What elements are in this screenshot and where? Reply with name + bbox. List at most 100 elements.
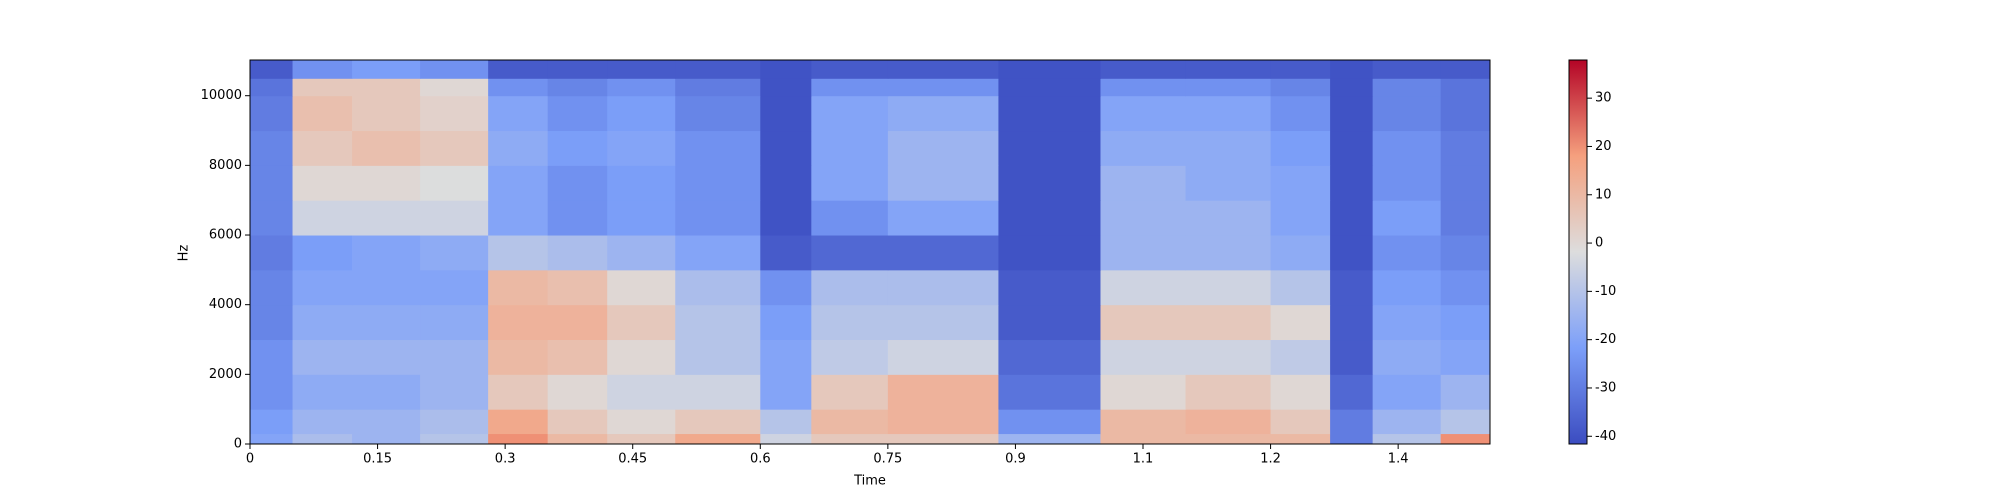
heatmap-cell <box>1440 95 1491 132</box>
heatmap-cell <box>547 165 608 201</box>
y-tick-label: 0 <box>234 437 242 452</box>
heatmap-cell <box>420 339 489 375</box>
heatmap-cell <box>488 409 549 435</box>
heatmap-cell <box>1440 409 1491 435</box>
heatmap-cell <box>488 200 549 236</box>
heatmap-cell <box>1440 269 1491 306</box>
heatmap-cell <box>998 339 1101 375</box>
heatmap-cell <box>1270 235 1331 271</box>
heatmap-cell <box>250 374 294 410</box>
heatmap-cell <box>1270 374 1331 410</box>
heatmap-cell <box>675 95 761 132</box>
heatmap-cell <box>1330 200 1374 236</box>
heatmap-cell <box>760 130 812 166</box>
y-tick-label: 6000 <box>209 228 242 243</box>
heatmap-cell <box>420 165 489 201</box>
heatmap-cell <box>547 433 608 445</box>
heatmap-cell <box>488 60 549 79</box>
heatmap-cell <box>250 130 294 166</box>
heatmap-cell <box>607 130 676 166</box>
heatmap-cell <box>488 339 549 375</box>
heatmap-cell <box>998 374 1101 410</box>
heatmap-cell <box>607 165 676 201</box>
x-tick-label: 0.45 <box>618 452 647 467</box>
heatmap-cell <box>1440 433 1491 445</box>
heatmap-cell <box>1270 409 1331 435</box>
heatmap-cell <box>292 130 353 166</box>
heatmap-cell <box>547 235 608 271</box>
heatmap-cell <box>760 409 812 435</box>
plot-frame <box>249 59 1491 445</box>
heatmap-cell <box>547 374 608 410</box>
heatmap-cell <box>998 165 1101 201</box>
heatmap-cell <box>760 235 812 271</box>
heatmap-cell <box>250 60 294 79</box>
heatmap-cell <box>760 78 812 97</box>
heatmap-cell <box>547 200 608 236</box>
colorbar-tick-label: 30 <box>1595 91 1612 106</box>
heatmap-cell <box>811 95 889 132</box>
heatmap-cell <box>352 339 421 375</box>
heatmap-cell <box>1330 130 1374 166</box>
heatmap-cell <box>607 95 676 132</box>
heatmap-cell <box>488 165 549 201</box>
heatmap-cell <box>292 433 353 445</box>
heatmap-cell <box>420 130 489 166</box>
heatmap-cell <box>675 339 761 375</box>
heatmap-cell <box>607 409 676 435</box>
colorbar <box>1568 59 1588 445</box>
heatmap-cell <box>292 269 353 306</box>
heatmap-cell <box>998 60 1101 79</box>
heatmap-cell <box>1270 269 1331 306</box>
heatmap-cell <box>1100 339 1187 375</box>
heatmap-cell <box>1440 235 1491 271</box>
heatmap-cell <box>1330 433 1374 445</box>
heatmap-cell <box>420 95 489 132</box>
heatmap-cell <box>887 130 999 166</box>
heatmap-cell <box>1100 165 1187 201</box>
heatmap-cell <box>1440 200 1491 236</box>
heatmap-cell <box>760 60 812 79</box>
heatmap-cell <box>760 374 812 410</box>
heatmap-cell <box>1185 433 1272 445</box>
heatmap-cell <box>1185 374 1272 410</box>
heatmap-cell <box>675 60 761 79</box>
heatmap-cell <box>998 95 1101 132</box>
heatmap-cell <box>675 200 761 236</box>
heatmap-cell <box>811 269 889 306</box>
heatmap-cell <box>811 60 889 79</box>
heatmap-cell <box>1270 78 1331 97</box>
heatmap-cell <box>292 304 353 341</box>
heatmap-cell <box>352 374 421 410</box>
heatmap-cell <box>1330 304 1374 341</box>
heatmap-cell <box>420 304 489 341</box>
heatmap-cell <box>250 339 294 375</box>
heatmap-cell <box>352 304 421 341</box>
heatmap-cell <box>420 409 489 435</box>
heatmap-cell <box>547 95 608 132</box>
colorbar-tick-label: -10 <box>1595 284 1616 299</box>
heatmap-cell <box>1270 165 1331 201</box>
heatmap-cell <box>1100 409 1187 435</box>
heatmap-cell <box>352 200 421 236</box>
heatmap-cell <box>352 409 421 435</box>
heatmap-cell <box>675 78 761 97</box>
heatmap-cell <box>547 130 608 166</box>
heatmap-cell <box>1100 130 1187 166</box>
colorbar-tick-label: -20 <box>1595 332 1616 347</box>
heatmap-cell <box>607 269 676 306</box>
heatmap-cell <box>998 409 1101 435</box>
heatmap-cell <box>675 269 761 306</box>
heatmap-cell <box>547 269 608 306</box>
heatmap-cell <box>488 78 549 97</box>
heatmap-cell <box>998 433 1101 445</box>
heatmap-cell <box>998 78 1101 97</box>
heatmap-cell <box>1372 304 1442 341</box>
heatmap-cell <box>352 433 421 445</box>
colorbar-tick-label: 20 <box>1595 139 1612 154</box>
heatmap-cell <box>811 165 889 201</box>
heatmap-cell <box>488 269 549 306</box>
heatmap-cell <box>887 269 999 306</box>
heatmap-cell <box>292 95 353 132</box>
x-tick-label: 0.15 <box>363 452 392 467</box>
